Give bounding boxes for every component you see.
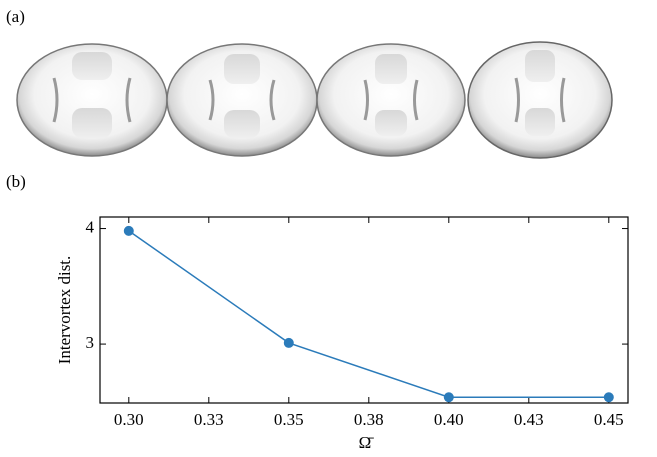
x-tick-label: 0.33 [194, 410, 224, 429]
y-tick-label: 3 [86, 333, 95, 352]
density-image [316, 43, 466, 157]
data-point [443, 392, 454, 403]
y-axis-label: Intervortex dist. [55, 256, 74, 365]
panel-label: (a) [6, 7, 25, 26]
x-tick-label: 0.30 [114, 410, 144, 429]
x-tick-label: 0.35 [274, 410, 304, 429]
x-axis-label: Ω̄ [359, 433, 375, 452]
data-point [603, 392, 614, 403]
data-point [283, 337, 294, 348]
x-tick-label: 0.40 [434, 410, 464, 429]
plot-frame [99, 216, 629, 404]
density-image [467, 41, 613, 159]
density-images [16, 41, 613, 159]
panel-label: (b) [6, 172, 26, 191]
density-image [166, 43, 318, 157]
y-tick-label: 4 [86, 217, 95, 236]
density-image [16, 43, 168, 157]
x-tick-label: 0.38 [354, 410, 384, 429]
data-line [128, 230, 609, 398]
data-point [123, 225, 134, 236]
x-tick-label: 0.43 [514, 410, 544, 429]
x-tick-label: 0.45 [594, 410, 624, 429]
